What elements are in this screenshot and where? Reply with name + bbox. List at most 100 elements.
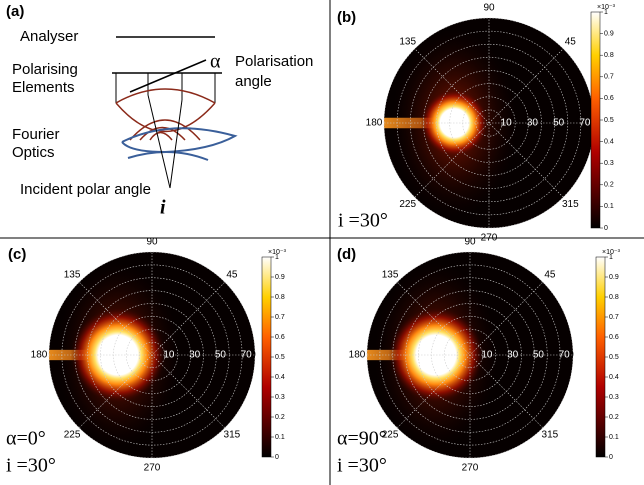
colorbar-tick-label: 0.8 — [609, 294, 619, 301]
panel-label: (d) — [337, 246, 356, 263]
diagram-label: Analyser — [20, 28, 78, 45]
annotation: i =30° — [338, 210, 388, 232]
radius-label: 70 — [579, 118, 591, 129]
diagram-label: Polarising — [12, 61, 78, 78]
diagram-label: angle — [235, 73, 272, 90]
angle-label: 0 — [568, 350, 574, 361]
colorbar-tick-label: 1 — [604, 9, 608, 16]
colorbar-tick-label: 0.5 — [604, 117, 614, 124]
colorbar-tick-label: 0.5 — [275, 354, 285, 361]
colorbar-scale: ×10⁻³ — [597, 4, 616, 11]
annotation: α=90° — [337, 428, 387, 450]
angle-label: 90 — [146, 237, 158, 248]
colorbar-tick-label: 0.7 — [609, 314, 619, 321]
colorbar-tick-label: 0.2 — [604, 182, 614, 189]
radius-label: 70 — [559, 350, 571, 361]
colorbar — [261, 256, 272, 458]
colorbar-tick-label: 0.1 — [275, 434, 285, 441]
colorbar-tick-label: 0.2 — [609, 414, 619, 421]
angle-label: 180 — [31, 350, 48, 361]
colorbar-tick-label: 0.8 — [275, 294, 285, 301]
polar-ring — [125, 328, 179, 382]
radius-label: 30 — [189, 350, 201, 361]
colorbar-tick-label: 0.5 — [609, 354, 619, 361]
angle-label: 45 — [544, 270, 556, 281]
colorbar-scale: ×10⁻³ — [602, 249, 621, 256]
colorbar-tick-label: 0.6 — [275, 334, 285, 341]
polar-spoke — [78, 281, 226, 429]
angle-label: 180 — [349, 350, 366, 361]
radius-label: 50 — [553, 118, 565, 129]
angle-label: 45 — [226, 270, 238, 281]
diagram-label: Elements — [12, 79, 75, 96]
radius-label: 30 — [527, 118, 539, 129]
radius-label: 10 — [501, 118, 513, 129]
angle-label: 135 — [399, 36, 416, 47]
diagram-label: i — [160, 197, 166, 219]
colorbar-tick-label: 1 — [609, 254, 613, 261]
angle-label: 315 — [542, 430, 559, 441]
colorbar-tick-label: 0.9 — [604, 30, 614, 37]
angle-label: 135 — [64, 270, 81, 281]
colorbar-tick-label: 0.7 — [604, 74, 614, 81]
panel-label: (a) — [6, 3, 24, 20]
angle-label: 135 — [382, 270, 399, 281]
colorbar — [590, 11, 601, 229]
panel-label: (b) — [337, 9, 356, 26]
polar-ring — [366, 251, 574, 459]
angle-label: 225 — [382, 430, 399, 441]
angle-label: 90 — [464, 237, 476, 248]
diagram-label: Fourier — [12, 126, 60, 143]
diagram-label: α — [210, 51, 221, 73]
colorbar-tick-label: 0.6 — [604, 95, 614, 102]
colorbar-tick-label: 0.2 — [275, 414, 285, 421]
annotation: i =30° — [337, 455, 387, 477]
colorbar-tick-label: 0.3 — [604, 160, 614, 167]
polar-spoke — [396, 281, 544, 429]
radius-label: 70 — [241, 350, 253, 361]
colorbar-tick-label: 0.9 — [275, 274, 285, 281]
polar-ring — [443, 328, 497, 382]
colorbar-tick-label: 0.3 — [609, 394, 619, 401]
angle-label: 225 — [399, 199, 416, 210]
panel-label: (c) — [8, 246, 26, 263]
radius-label: 50 — [215, 350, 227, 361]
colorbar-tick-label: 0.7 — [275, 314, 285, 321]
colorbar-tick-label: 0 — [609, 454, 613, 461]
angle-label: 315 — [562, 199, 579, 210]
annotation: α=0° — [6, 428, 46, 450]
polar-ring — [48, 251, 256, 459]
angle-label: 0 — [250, 350, 256, 361]
radius-label: 30 — [507, 350, 519, 361]
angle-label: 225 — [64, 430, 81, 441]
radius-label: 50 — [533, 350, 545, 361]
colorbar-scale: ×10⁻³ — [268, 249, 287, 256]
colorbar-tick-label: 0.1 — [609, 434, 619, 441]
angle-label: 270 — [144, 463, 161, 474]
colorbar-tick-label: 0.3 — [275, 394, 285, 401]
angle-label: 45 — [565, 36, 577, 47]
colorbar-tick-label: 0.4 — [609, 374, 619, 381]
diagram-label: Polarisation — [235, 53, 313, 70]
radius-label: 10 — [481, 350, 493, 361]
colorbar-tick-label: 0.8 — [604, 52, 614, 59]
diagram: (a) Analyser Polarising Elements α Polar… — [6, 3, 313, 219]
angle-label: 270 — [462, 463, 479, 474]
diagram-label: Incident polar angle — [20, 181, 151, 198]
colorbar-tick-label: 0 — [604, 225, 608, 232]
polar-spoke — [414, 48, 564, 198]
colorbar-tick-label: 0.6 — [609, 334, 619, 341]
colorbar-tick-label: 1 — [275, 254, 279, 261]
annotation: i =30° — [6, 455, 56, 477]
colorbar-tick-label: 0.4 — [604, 138, 614, 145]
colorbar-tick-label: 0.9 — [609, 274, 619, 281]
diagram-label: Optics — [12, 144, 55, 161]
colorbar-tick-label: 0.4 — [275, 374, 285, 381]
polar-ring — [87, 290, 217, 420]
colorbar-tick-label: 0.1 — [604, 203, 614, 210]
polar-ring — [405, 290, 535, 420]
colorbar — [595, 256, 606, 458]
angle-label: 90 — [483, 3, 495, 14]
angle-label: 270 — [481, 233, 498, 244]
